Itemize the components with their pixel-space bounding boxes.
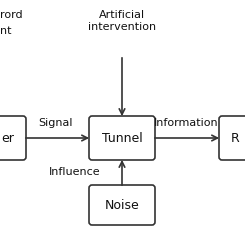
FancyBboxPatch shape: [89, 116, 155, 160]
Text: R: R: [231, 132, 239, 145]
Text: Tunnel: Tunnel: [102, 132, 142, 145]
Text: nt: nt: [0, 26, 12, 36]
Text: rord: rord: [0, 10, 23, 20]
Text: Signal: Signal: [38, 118, 72, 128]
Text: er: er: [1, 132, 14, 145]
FancyBboxPatch shape: [0, 116, 26, 160]
FancyBboxPatch shape: [89, 185, 155, 225]
Text: Influence: Influence: [48, 167, 100, 177]
Text: Artificial
intervention: Artificial intervention: [88, 10, 156, 32]
Text: Information: Information: [154, 118, 218, 128]
Text: Noise: Noise: [105, 198, 139, 211]
FancyBboxPatch shape: [219, 116, 245, 160]
